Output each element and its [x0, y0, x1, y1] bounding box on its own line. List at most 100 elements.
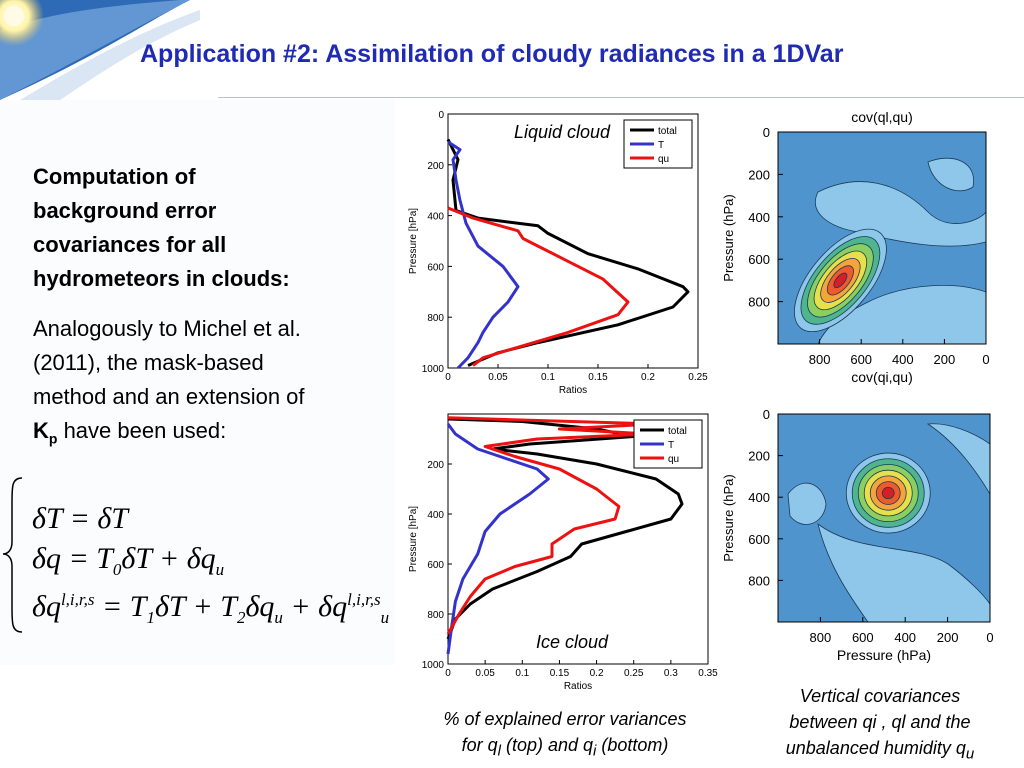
y-tick-label: 400 — [427, 212, 444, 223]
legend-label: qu — [658, 154, 669, 165]
x-tick-label: 0 — [445, 372, 451, 383]
contour-patch — [787, 482, 827, 525]
equation-system: δT = δT δq = T0δT + δqu δql,i,r,s = T1δT… — [0, 472, 395, 637]
x-tick-label: 0 — [986, 630, 993, 645]
equation-3: δql,i,r,s = T1δT + T2δqu + δql,i,r,su — [32, 590, 390, 627]
slide-title: Application #2: Assimilation of cloudy r… — [140, 40, 844, 68]
plot-frame — [777, 131, 987, 345]
y-tick-label: 800 — [748, 295, 770, 310]
contour-field — [778, 132, 986, 344]
y-tick-label: 200 — [748, 449, 770, 464]
contour-field — [778, 414, 990, 622]
title-divider — [218, 97, 1024, 98]
x-tick-label: 0.3 — [664, 668, 678, 679]
ice-cloud-chart: 0 0.05 0.1 0.15 0.2 0.25 0.3 0.35 200 400 600 800 10… — [396, 400, 722, 700]
kp-symbol: K — [33, 418, 49, 443]
para-line: (2011), the mask-based — [33, 350, 264, 375]
contour-patch — [926, 423, 990, 495]
legend-label: total — [658, 126, 677, 137]
x-tick-label: 0.25 — [624, 668, 644, 679]
y-tick-label: 800 — [748, 573, 770, 588]
y-tick-label: 0 — [763, 407, 770, 422]
contour-level — [881, 486, 895, 500]
x-tick-label: 0.1 — [541, 372, 555, 383]
kp-subscript: p — [48, 430, 58, 447]
section-heading: Computation of background error covarian… — [33, 160, 378, 296]
y-tick-label: 1000 — [422, 660, 445, 671]
series-line-T — [446, 423, 550, 655]
cloud-annotation: Ice cloud — [536, 632, 609, 652]
series-line-qu — [447, 206, 630, 367]
y-tick-label: 600 — [748, 532, 770, 547]
x-tick-label: 0 — [982, 352, 989, 367]
x-tick-label: 0.15 — [588, 372, 608, 383]
variance-caption: % of explained error variances for ql (t… — [400, 706, 730, 765]
chart-title: cov(ql,qu) — [851, 109, 912, 125]
y-tick-label: 800 — [427, 313, 444, 324]
x-tick-label: 0.05 — [475, 668, 495, 679]
x-tick-label: 600 — [852, 630, 874, 645]
caption-line: unbalanced humidity qu — [785, 738, 975, 763]
cloud-annotation: Liquid cloud — [514, 122, 611, 142]
y-tick-label: 600 — [748, 252, 770, 267]
equation-1: δT = δT — [32, 502, 128, 535]
x-tick-label: 800 — [810, 630, 832, 645]
x-tick-label: 200 — [937, 630, 959, 645]
y-tick-label: 0 — [763, 125, 770, 140]
legend-label: qu — [668, 454, 679, 465]
contour-patch — [815, 181, 986, 247]
logo-graphic — [0, 0, 200, 100]
series-line-T — [447, 140, 520, 370]
left-text-panel — [0, 100, 395, 665]
x-axis-label: Ratios — [559, 385, 587, 396]
x-tick-label: 400 — [892, 352, 914, 367]
x-axis-label: Pressure (hPa) — [837, 647, 931, 663]
x-tick-label: 600 — [850, 352, 872, 367]
contour-patch — [927, 157, 974, 192]
heading-line: covariances for all — [33, 232, 227, 257]
x-tick-label: 800 — [809, 352, 831, 367]
series-line-total — [446, 417, 684, 640]
method-paragraph: Analogously to Michel et al. (2011), the… — [33, 312, 393, 455]
liquid-cloud-chart: 0 0.05 0.1 0.15 0.2 0.25 0 200 400 600 800 1000 Rati… — [396, 100, 722, 400]
contour-level — [833, 272, 848, 289]
y-axis-label: Pressure [hPa] — [408, 506, 419, 572]
y-tick-label: 200 — [427, 460, 444, 471]
heading-line: background error — [33, 198, 217, 223]
para-line: method and an extension of — [33, 384, 305, 409]
caption-line: between qi , ql and the — [789, 712, 971, 732]
x-tick-label: 0.25 — [688, 372, 708, 383]
heading-line: hydrometeors in clouds: — [33, 266, 290, 291]
y-tick-label: 800 — [427, 610, 444, 621]
y-axis-label: Pressure (hPa) — [721, 194, 736, 281]
y-tick-label: 600 — [427, 262, 444, 273]
x-tick-label: 0.15 — [550, 668, 570, 679]
series-line-total — [446, 138, 690, 367]
y-tick-label: 0 — [438, 110, 444, 121]
y-tick-label: 400 — [748, 490, 770, 505]
y-tick-label: 200 — [748, 167, 770, 182]
plot-frame — [777, 413, 991, 623]
x-tick-label: 400 — [894, 630, 916, 645]
x-tick-label: 0.05 — [488, 372, 508, 383]
legend-label: T — [668, 440, 674, 451]
caption-line: % of explained error variances — [443, 709, 687, 729]
caption-line: for ql (top) and qi (bottom) — [461, 735, 669, 760]
contour-patch — [817, 523, 990, 622]
covariance-caption: Vertical covariances between qi , ql and… — [740, 683, 1020, 768]
x-tick-label: 0.35 — [698, 668, 718, 679]
y-tick-label: 400 — [427, 510, 444, 521]
heading-line: Computation of — [33, 164, 196, 189]
caption-line: Vertical covariances — [799, 686, 961, 706]
y-tick-label: 400 — [748, 210, 770, 225]
y-tick-label: 200 — [427, 161, 444, 172]
x-axis-label: cov(qi,qu) — [851, 369, 912, 385]
x-tick-label: 0.2 — [590, 668, 604, 679]
y-tick-label: 600 — [427, 560, 444, 571]
cov-ql-qu-chart: 800 600 400 200 0 0 200 400 600 800 cov(ql,qu) cov(… — [718, 100, 1024, 400]
x-axis-label: Ratios — [564, 681, 592, 692]
x-tick-label: 0 — [445, 668, 451, 679]
x-tick-label: 200 — [934, 352, 956, 367]
para-line-kp: Kp have been used: — [33, 414, 393, 455]
y-axis-label: Pressure [hPa] — [408, 208, 419, 274]
